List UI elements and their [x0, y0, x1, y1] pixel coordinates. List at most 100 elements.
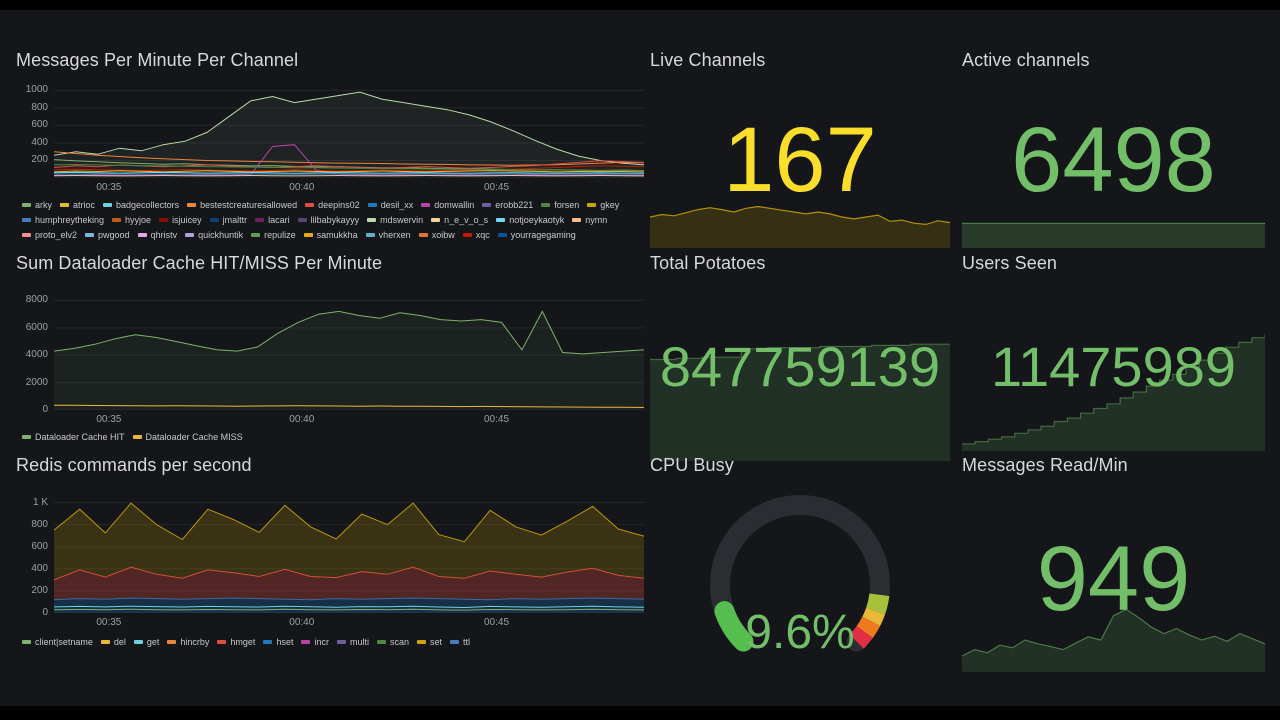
legend-item[interactable]: yourragegaming — [497, 230, 576, 240]
legend-item[interactable]: gkey — [587, 200, 619, 210]
legend-item[interactable]: arky — [22, 200, 52, 210]
legend-item[interactable]: xoibw — [418, 230, 455, 240]
legend-label: forsen — [554, 200, 580, 210]
legend-item[interactable]: bestestcreaturesallowed — [187, 200, 297, 210]
legend-item[interactable]: desil_xx — [367, 200, 414, 210]
legend-color-swatch — [22, 218, 31, 222]
y-axis-tick: 6000 — [25, 321, 48, 333]
legend-color-swatch — [431, 218, 441, 222]
legend-color-swatch — [187, 203, 197, 207]
legend-item[interactable]: incr — [301, 637, 329, 647]
time-series-chart-redis[interactable] — [54, 497, 644, 613]
legend-label: hmget — [230, 637, 256, 647]
time-series-chart-messages[interactable] — [54, 86, 644, 178]
legend-label: domwallin — [434, 200, 475, 210]
legend-item[interactable]: repulize — [251, 230, 296, 240]
sparkline-messages-read — [962, 608, 1265, 672]
legend-color-swatch — [303, 233, 313, 237]
legend-label: client|setname — [35, 637, 93, 647]
y-axis-dataloader: 8000 6000 4000 2000 0 — [16, 294, 48, 415]
legend-item[interactable]: set — [417, 637, 442, 647]
legend-label: ttl — [463, 637, 471, 647]
legend-label: humphreytheking — [35, 215, 105, 225]
legend-label: scan — [389, 637, 409, 647]
legend-item[interactable]: n_e_v_o_s — [431, 215, 488, 225]
panel-title-total-potatoes[interactable]: Total Potatoes — [650, 253, 766, 273]
legend-color-swatch — [417, 640, 426, 644]
legend-item[interactable]: atrioc — [60, 200, 95, 210]
legend-item[interactable]: scan — [376, 637, 409, 647]
legend-item[interactable]: pwgood — [85, 230, 130, 240]
legend-item[interactable]: samukkha — [303, 230, 358, 240]
panel-title-live-channels[interactable]: Live Channels — [650, 50, 766, 70]
legend-item[interactable]: ttl — [450, 637, 470, 647]
x-axis-tick: 00:35 — [96, 617, 122, 628]
legend-label: get — [146, 637, 160, 647]
panel-redis-commands: Redis commands per second 1 K 800 600 400 20… — [16, 453, 644, 663]
panel-title-messages-read[interactable]: Messages Read/Min — [962, 455, 1128, 475]
panel-title-redis[interactable]: Redis commands per second — [16, 455, 252, 475]
legend-color-swatch — [418, 233, 428, 237]
legend-label: erobb221 — [495, 200, 534, 210]
legend-color-swatch — [159, 218, 169, 222]
legend-item[interactable]: hyyjoe — [112, 215, 151, 225]
legend-label: nymn — [585, 215, 608, 225]
panel-title-users-seen[interactable]: Users Seen — [962, 253, 1058, 273]
legend-color-swatch — [22, 203, 31, 207]
legend-item[interactable]: humphreytheking — [22, 215, 104, 225]
legend-item[interactable]: lilbabykayyy — [297, 215, 359, 225]
legend-item[interactable]: multi — [336, 637, 369, 647]
legend-item[interactable]: del — [100, 637, 126, 647]
legend-item[interactable]: notjoeykaotyk — [496, 215, 564, 225]
panel-title-cpu-busy[interactable]: CPU Busy — [650, 455, 734, 475]
legend-item[interactable]: isjuicey — [159, 215, 202, 225]
legend-color-swatch — [301, 640, 311, 644]
x-axis-dataloader: 00:35 00:40 00:45 — [54, 414, 644, 426]
legend-label: proto_elv2 — [35, 230, 78, 240]
legend-color-swatch — [133, 640, 143, 644]
legend-label: isjuicey — [172, 215, 202, 225]
legend-item[interactable]: badgecollectors — [103, 200, 179, 210]
legend-label: incr — [314, 637, 329, 647]
legend-item[interactable]: vherxen — [365, 230, 411, 240]
legend-label: atrioc — [73, 200, 96, 210]
legend-item[interactable]: xqc — [462, 230, 490, 240]
time-series-chart-dataloader[interactable] — [54, 295, 644, 410]
y-axis-tick: 0 — [42, 404, 48, 415]
y-axis-tick: 8000 — [25, 294, 48, 306]
legend-color-swatch — [462, 233, 472, 237]
x-axis-tick: 00:45 — [483, 182, 510, 193]
panel-title-messages[interactable]: Messages Per Minute Per Channel — [16, 50, 299, 70]
legend-item[interactable]: qhristv — [137, 230, 177, 240]
legend-item[interactable]: Dataloader Cache HIT — [22, 432, 125, 442]
legend-item[interactable]: erobb221 — [482, 200, 533, 210]
legend-item[interactable]: get — [133, 637, 160, 647]
legend-item[interactable]: domwallin — [421, 200, 474, 210]
legend-item[interactable]: hset — [263, 637, 293, 647]
legend-item[interactable]: jmalttr — [209, 215, 247, 225]
legend-label: quickhuntik — [198, 230, 244, 240]
panel-title-active-channels[interactable]: Active channels — [962, 50, 1090, 70]
legend-item[interactable]: proto_elv2 — [22, 230, 77, 240]
y-axis-tick: 2000 — [25, 376, 48, 388]
y-axis-tick: 200 — [31, 584, 48, 596]
panel-title-dataloader[interactable]: Sum Dataloader Cache HIT/MISS Per Minute — [16, 253, 383, 273]
legend-item[interactable]: deepins02 — [305, 200, 360, 210]
legend-item[interactable]: hincrby — [167, 637, 209, 647]
legend-item[interactable]: forsen — [541, 200, 579, 210]
legend-color-swatch — [365, 233, 375, 237]
legend-item[interactable]: quickhuntik — [185, 230, 243, 240]
legend-item[interactable]: client|setname — [22, 637, 93, 647]
stat-value-total-potatoes: 847759139 — [659, 335, 941, 398]
legend-item[interactable]: hmget — [217, 637, 255, 647]
legend-label: desil_xx — [380, 200, 414, 210]
legend-item[interactable]: mdswervin — [367, 215, 423, 225]
legend-label: set — [430, 637, 443, 647]
legend-item[interactable]: lacari — [255, 215, 290, 225]
panel-messages-per-minute: Messages Per Minute Per Channel 1000 800 6… — [16, 48, 644, 250]
legend-item[interactable]: nymn — [572, 215, 607, 225]
x-axis-messages: 00:35 00:40 00:45 — [54, 182, 644, 194]
y-axis-redis: 1 K 800 600 400 200 0 — [16, 497, 48, 618]
legend-item[interactable]: Dataloader Cache MISS — [132, 432, 243, 442]
y-axis-tick: 600 — [31, 540, 48, 552]
